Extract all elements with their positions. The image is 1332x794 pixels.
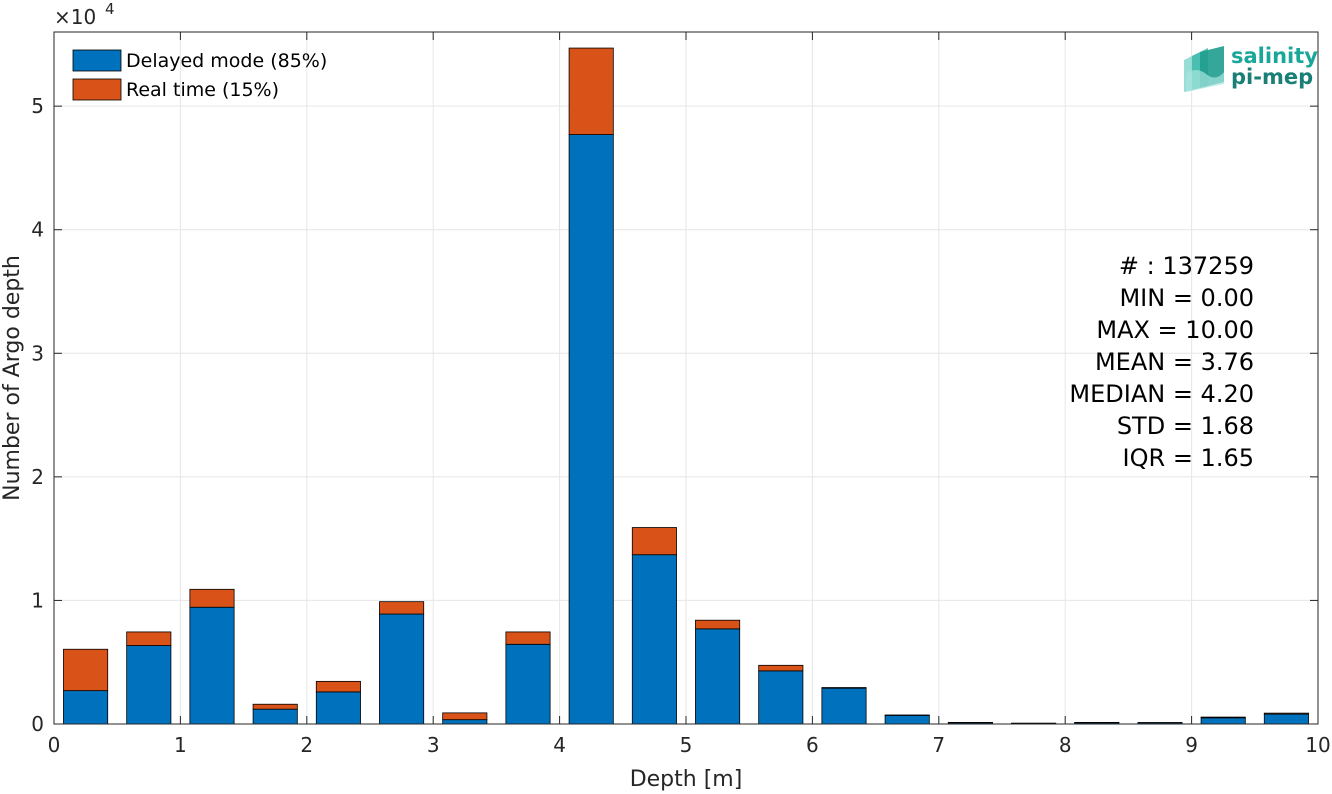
bar-delayed-6 [442,719,488,725]
x-tick-label-5: 5 [680,733,693,757]
y-axis-ticks: 0 1 2 3 4 5 [31,94,1318,736]
bar-realtime-8 [568,47,614,135]
bar-delayed-5 [379,613,425,725]
y-tick-label-3: 3 [31,341,44,365]
bar-realtime-19 [1263,712,1309,715]
bar-realtime-6 [442,712,488,721]
bar-realtime-10 [695,619,741,630]
y-tick-label-2: 2 [31,465,44,489]
x-axis-ticks: 0 1 2 3 4 5 6 7 8 9 10 [48,32,1331,757]
legend-swatch-delayed [72,49,122,72]
bar-delayed-11 [758,670,804,725]
x-tick-label-7: 7 [932,733,945,757]
stat-line-6: IQR = 1.65 [1123,444,1254,472]
bar-delayed-12 [821,687,867,725]
statistics-annotations: # : 137259 MIN = 0.00 MAX = 10.00 MEAN = 3.… [1069,252,1254,472]
y-tick-label-1: 1 [31,588,44,612]
bar-realtime-7 [505,631,551,645]
bar-delayed-18 [1200,717,1246,725]
stat-line-5: STD = 1.68 [1117,412,1254,440]
x-tick-label-4: 4 [553,733,566,757]
legend-label-realtime: Real time (15%) [126,79,279,101]
grid-lines [53,32,1319,725]
y-tick-label-5: 5 [31,94,44,118]
x-axis-label: Depth [m] [630,767,743,792]
bar-delayed-8 [568,134,614,725]
y-tick-label-4: 4 [31,218,44,242]
exponent-base: ×10 [54,5,96,29]
stat-line-3: MEAN = 3.76 [1095,348,1254,376]
legend-swatch-realtime [72,78,122,101]
legend: Delayed mode (85%) Real time (15%) [72,49,327,101]
bar-delayed-4 [315,691,361,725]
bar-delayed-2 [189,606,235,725]
y-axis-label: Number of Argo depth [0,255,25,501]
legend-label-delayed: Delayed mode (85%) [126,50,327,72]
x-tick-label-9: 9 [1185,733,1198,757]
bar-realtime-0 [63,648,109,692]
logo-wave-icon [1184,46,1224,92]
exponent-power: 4 [105,0,115,18]
bar-realtime-3 [252,703,298,710]
stat-line-1: MIN = 0.00 [1119,284,1254,312]
x-tick-label-3: 3 [427,733,440,757]
logo-text-pimep: pi-mep [1231,65,1313,89]
bars-group [63,47,1309,725]
salinity-pimep-logo: salinity pi-mep [1184,44,1318,92]
stat-line-0: # : 137259 [1119,252,1254,280]
bar-delayed-10 [695,628,741,725]
x-tick-label-10: 10 [1305,733,1330,757]
bar-realtime-18 [1200,716,1246,719]
x-tick-label-2: 2 [300,733,313,757]
stat-line-2: MAX = 10.00 [1096,316,1254,344]
bar-delayed-9 [631,554,677,725]
x-tick-label-0: 0 [48,733,61,757]
y-tick-label-0: 0 [31,712,44,736]
logo-text-salinity: salinity [1231,44,1318,68]
bar-realtime-9 [631,527,677,556]
x-tick-label-6: 6 [806,733,819,757]
stat-line-4: MEDIAN = 4.20 [1069,380,1254,408]
x-tick-label-8: 8 [1059,733,1072,757]
bar-realtime-1 [126,631,172,646]
bar-realtime-11 [758,664,804,672]
bar-realtime-5 [379,601,425,615]
x-tick-label-1: 1 [174,733,187,757]
bar-delayed-1 [126,645,172,725]
bar-delayed-7 [505,643,551,725]
bar-delayed-19 [1263,713,1309,725]
y-axis-exponent: ×10 4 [54,0,115,29]
bar-realtime-12 [821,687,867,689]
bar-delayed-0 [63,690,109,725]
bar-realtime-4 [315,680,361,693]
bar-delayed-13 [884,714,930,725]
bar-delayed-3 [252,708,298,725]
bar-realtime-2 [189,588,235,608]
